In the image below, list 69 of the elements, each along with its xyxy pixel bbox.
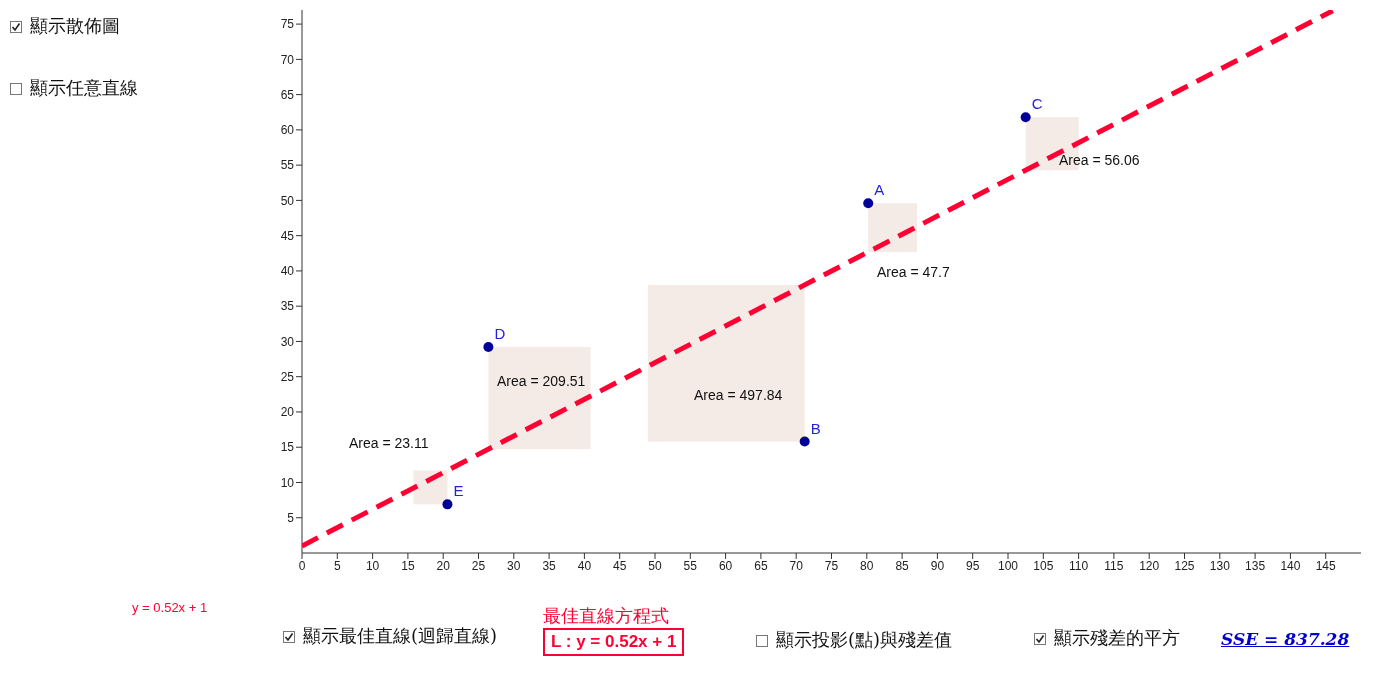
- point: [863, 198, 874, 209]
- x-tick-label: 125: [1174, 558, 1195, 573]
- annotation: C: [1031, 95, 1043, 113]
- x-tick-label: 15: [401, 558, 415, 573]
- text: 顯示殘差的平方: [1054, 627, 1180, 648]
- y-tick-label: 45: [280, 228, 295, 243]
- y-tick-label: 40: [280, 264, 295, 279]
- x-tick-label: 130: [1209, 558, 1231, 573]
- text: 顯示任意直線: [30, 77, 138, 98]
- x-tick-label: 40: [577, 558, 592, 573]
- x-tick-label: 70: [789, 558, 804, 573]
- annotation: Area = 497.84: [694, 387, 783, 403]
- annotation: D: [494, 325, 506, 343]
- x-tick-label: 145: [1315, 558, 1337, 573]
- x-tick-label: 55: [683, 558, 698, 573]
- point: [442, 499, 453, 510]
- annotation: Area = 209.51: [497, 373, 586, 389]
- y-tick-label: 5: [287, 511, 295, 525]
- x-tick-label: 75: [824, 558, 839, 573]
- x-tick-label: 90: [930, 558, 945, 573]
- x-tick-label: 100: [997, 558, 1019, 573]
- x-tick-label: 35: [542, 558, 557, 573]
- y-tick-label: 70: [280, 52, 295, 67]
- x-tick-label: 50: [648, 558, 662, 573]
- point: [483, 342, 494, 353]
- x-tick-label: 85: [895, 558, 910, 573]
- x-tick-label: 80: [860, 558, 874, 573]
- text: 顯示散佈圖: [30, 15, 120, 36]
- x-tick-label: 95: [966, 558, 980, 573]
- y-tick-label: 20: [280, 405, 295, 420]
- x-tick-label: 135: [1245, 558, 1266, 573]
- x-tick-label: 10: [365, 558, 380, 573]
- point: [1020, 112, 1031, 123]
- x-tick-label: 110: [1069, 558, 1089, 573]
- text: L : y = 0.52x + 1: [551, 632, 677, 651]
- x-tick-label: 25: [471, 558, 486, 573]
- y-tick-label: 15: [280, 440, 295, 455]
- x-tick-label: 60: [718, 558, 733, 573]
- y-tick-label: 30: [280, 334, 295, 349]
- x-tick-label: 140: [1280, 558, 1301, 573]
- x-tick-label: 0: [298, 558, 306, 573]
- y-tick-label: 55: [280, 158, 295, 173]
- y-tick-label: 60: [280, 123, 295, 138]
- y-tick-label: 65: [280, 87, 295, 102]
- x-tick-label: 105: [1033, 558, 1054, 573]
- text: SSE = 837.28: [1221, 629, 1350, 649]
- y-tick-label: 75: [280, 17, 295, 32]
- text: 顯示最佳直線(迴歸直線): [303, 625, 498, 646]
- annotation: A: [874, 181, 885, 199]
- annotation: Area = 56.06: [1059, 152, 1140, 168]
- y-tick-label: 10: [280, 475, 295, 490]
- annotation: Area = 23.11: [349, 435, 429, 451]
- y-tick-label: 25: [280, 369, 295, 384]
- text: 顯示投影(點)與殘差值: [776, 629, 953, 650]
- x-tick-label: 45: [613, 558, 627, 573]
- annotation: B: [810, 419, 821, 437]
- x-tick-label: 30: [507, 558, 521, 573]
- x-tick-label: 115: [1104, 558, 1124, 573]
- x-tick-label: 65: [754, 558, 768, 573]
- y-tick-label: 35: [280, 299, 295, 314]
- annotation: E: [453, 482, 464, 500]
- x-tick-label: 120: [1139, 558, 1160, 573]
- y-tick-label: 50: [280, 193, 295, 208]
- text: 最佳直線方程式: [543, 605, 669, 626]
- x-tick-label: 20: [436, 558, 451, 573]
- text: y = 0.52x + 1: [132, 600, 208, 615]
- annotation: Area = 47.7: [877, 264, 950, 280]
- point: [799, 436, 810, 447]
- x-tick-label: 5: [333, 558, 341, 573]
